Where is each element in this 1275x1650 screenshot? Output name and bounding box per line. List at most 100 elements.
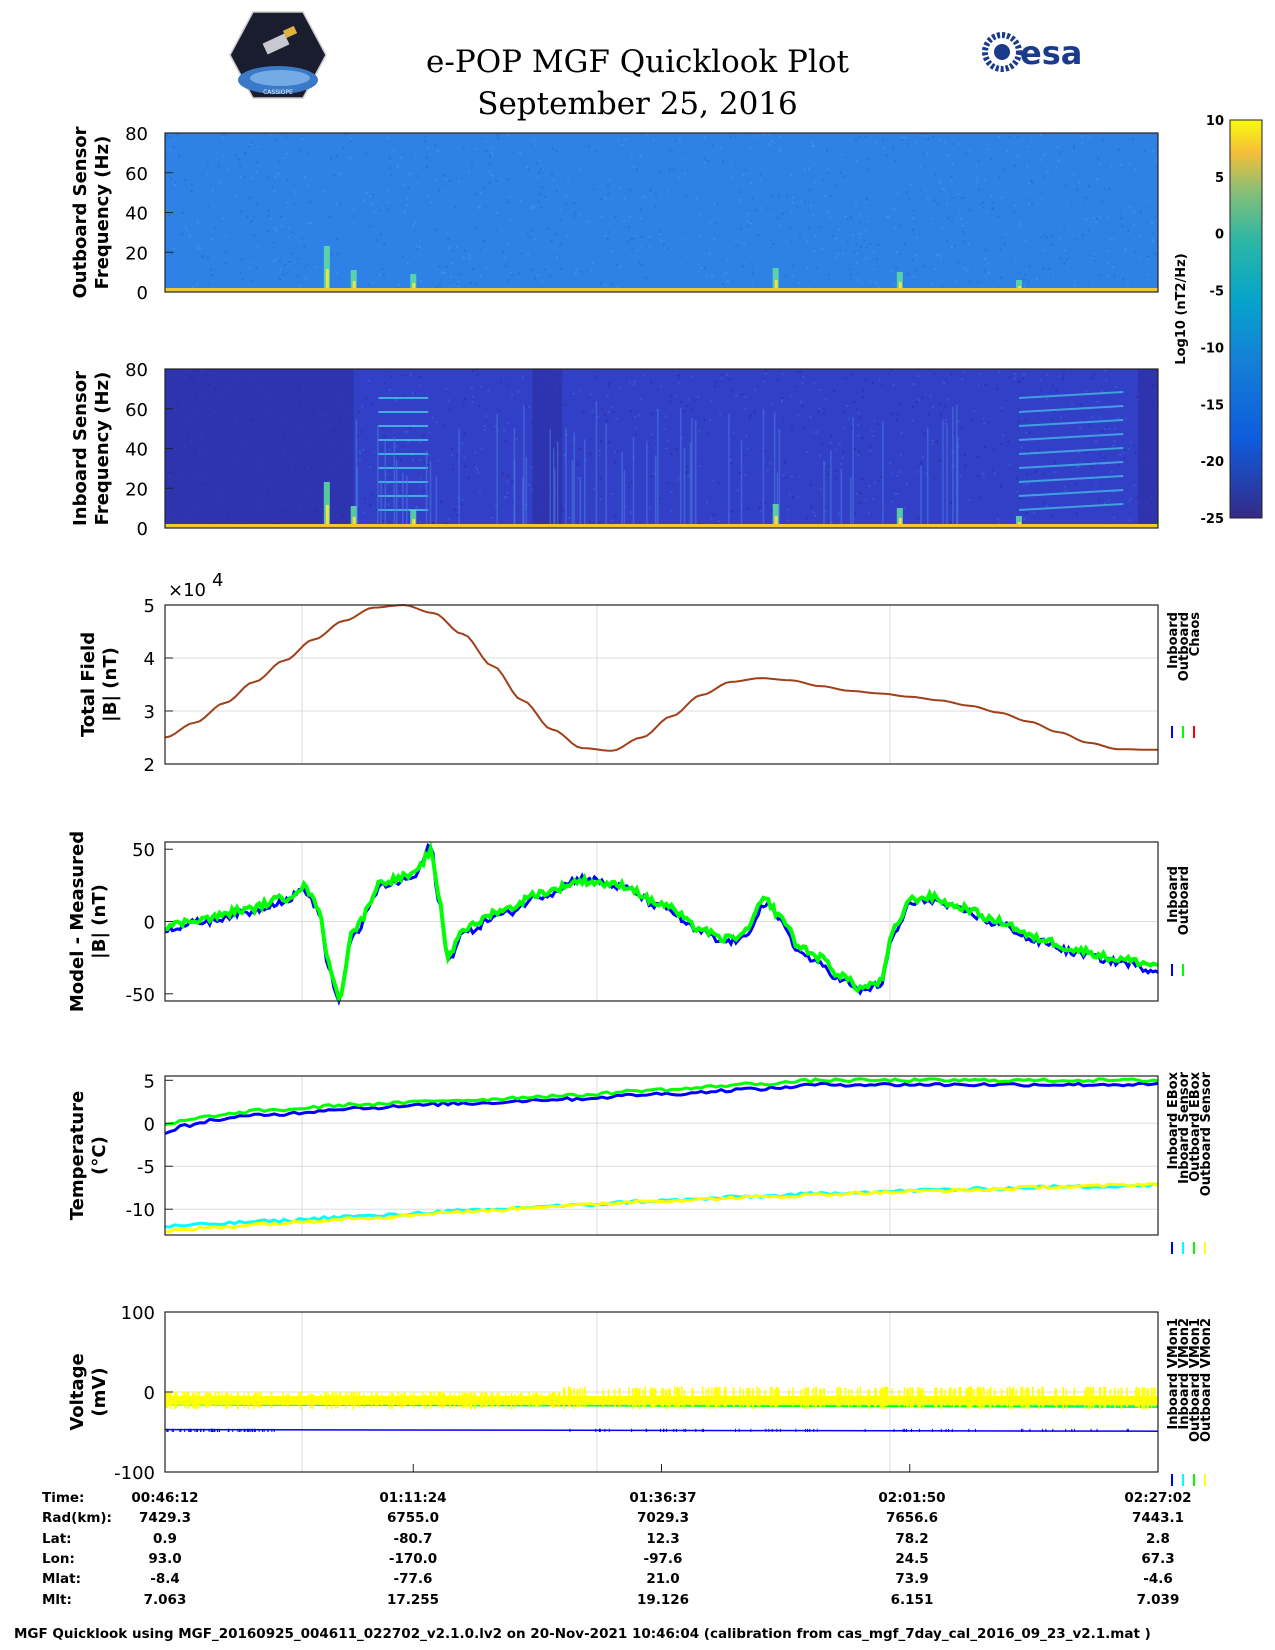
outboard-spectrogram-speckle — [938, 179, 941, 182]
outboard-spectrogram-speckle — [269, 133, 272, 136]
outboard-spectrogram-speckle — [938, 253, 941, 256]
outboard-spectrogram-speckle — [808, 188, 811, 191]
outboard-spectrogram-speckle — [1081, 134, 1084, 137]
outboard-spectrogram-speckle — [857, 278, 860, 281]
outboard-spectrogram-speckle — [666, 190, 669, 193]
inboard-spectrogram-speckle — [598, 454, 601, 457]
outboard-spectrogram-speckle — [459, 273, 462, 276]
outboard-spectrogram-speckle — [1042, 175, 1045, 178]
inboard-spectrogram-speckle — [685, 471, 688, 474]
outboard-spectrogram-speckle — [997, 215, 1000, 218]
inboard-spectrogram-speckle — [903, 507, 906, 510]
inboard-spectrogram-speckle — [877, 479, 880, 482]
outboard-spectrogram-speckle — [495, 211, 498, 214]
outboard-spectrogram-speckle — [670, 150, 673, 153]
inboard-spectrogram-speckle — [512, 502, 515, 505]
inboard-spectrogram-speckle — [917, 398, 920, 401]
inboard-spectrogram-speckle — [521, 376, 524, 379]
outboard-spectrogram-speckle — [751, 220, 754, 223]
outboard-spectrogram-speckle — [532, 139, 535, 142]
inboard-spectrogram-speckle — [1017, 381, 1020, 384]
outboard-spectrogram-speckle — [807, 209, 810, 212]
model-minus-measured-ytick-3: -50 — [126, 985, 155, 1006]
inboard-spectrogram-speckle — [1079, 403, 1082, 406]
outboard-spectrogram-speckle — [900, 136, 903, 139]
inboard-spectrogram-speckle — [957, 420, 960, 423]
outboard-spectrogram-speckle — [1121, 225, 1124, 228]
outboard-spectrogram-speckle — [553, 178, 556, 181]
outboard-spectrogram-speckle — [338, 202, 341, 205]
outboard-spectrogram-speckle — [857, 231, 860, 234]
outboard-spectrogram-speckle — [969, 149, 972, 152]
outboard-spectrogram-speckle — [1005, 149, 1008, 152]
inboard-spectrogram-speckle — [477, 471, 480, 474]
outboard-spectrogram-speckle — [426, 195, 429, 198]
outboard-spectrogram-speckle — [808, 227, 811, 230]
inboard-spectrogram-speckle — [373, 451, 376, 454]
outboard-spectrogram-speckle — [876, 243, 879, 246]
inboard-spectrogram-speckle — [444, 521, 447, 524]
inboard-spectrogram-speckle — [1007, 440, 1010, 443]
outboard-spectrogram-speckle — [1127, 229, 1130, 232]
outboard-spectrogram-speckle — [611, 250, 614, 253]
inboard-spectrogram-speckle — [1008, 463, 1011, 466]
inboard-spectrogram-speckle — [1112, 516, 1115, 519]
inboard-spectrogram-speckle — [470, 387, 473, 390]
voltage-ylabel: Voltage (mV) — [67, 1353, 110, 1430]
outboard-spectrogram-speckle — [454, 206, 457, 209]
inboard-spectrogram-speckle — [782, 420, 785, 423]
inboard-spectrogram-speckle — [1008, 376, 1011, 379]
model-minus-measured-ylabel-line-1: Model - Measured — [67, 831, 88, 1012]
inboard-spectrogram-speckle — [1001, 407, 1004, 410]
inboard-spectrogram-speckle — [830, 435, 833, 438]
inboard-spectrogram-speckle — [1046, 374, 1049, 377]
outboard-spectrogram-speckle — [170, 172, 173, 175]
outboard-spectrogram-speckle — [1003, 168, 1006, 171]
outboard-spectrogram-speckle — [1153, 216, 1156, 219]
inboard-spectrogram-speckle — [593, 487, 596, 490]
outboard-spectrogram-speckle — [869, 280, 872, 283]
inboard-spectrogram-speckle — [526, 406, 529, 409]
outboard-spectrogram-speckle — [479, 274, 482, 277]
outboard-spectrogram-speckle — [1008, 135, 1011, 138]
inboard-spectrogram-speckle — [810, 505, 813, 508]
outboard-spectrogram-speckle — [684, 238, 687, 241]
outboard-spectrogram-speckle — [660, 240, 663, 243]
outboard-spectrogram-speckle — [283, 264, 286, 267]
inboard-spectrogram-speckle — [629, 511, 632, 514]
outboard-spectrogram-ytick-1: 80 — [125, 124, 148, 145]
inboard-spectrogram-speckle — [638, 414, 641, 417]
outboard-spectrogram-speckle — [210, 238, 213, 241]
outboard-spectrogram-speckle — [1150, 222, 1153, 225]
orbit-cell-2-6: 17.255 — [387, 1592, 439, 1608]
inboard-spectrogram-speckle — [892, 383, 895, 386]
inboard-spectrogram-ytick-1: 80 — [125, 360, 148, 381]
inboard-spectrogram-speckle — [1133, 484, 1136, 487]
outboard-spectrogram-speckle — [636, 168, 639, 171]
outboard-spectrogram-speckle — [363, 199, 366, 202]
outboard-spectrogram-speckle — [373, 210, 376, 213]
inboard-spectrogram-speckle — [999, 486, 1002, 489]
outboard-spectrogram-speckle — [770, 247, 773, 250]
inboard-spectrogram-speckle — [809, 483, 812, 486]
outboard-spectrogram-speckle — [252, 255, 255, 258]
outboard-spectrogram-speckle — [743, 242, 746, 245]
outboard-spectrogram-speckle — [641, 264, 644, 267]
outboard-spectrogram-speckle — [425, 156, 428, 159]
inboard-spectrogram-speckle — [686, 465, 689, 468]
outboard-spectrogram-speckle — [604, 197, 607, 200]
inboard-spectrogram-speckle — [594, 414, 597, 417]
inboard-spectrogram-speckle — [854, 512, 857, 515]
outboard-spectrogram-speckle — [455, 246, 458, 249]
inboard-spectrogram-speckle — [697, 430, 700, 433]
outboard-spectrogram-speckle — [453, 284, 456, 287]
outboard-spectrogram-speckle — [406, 204, 409, 207]
inboard-spectrogram-speckle — [984, 446, 987, 449]
voltage-series-inboard-vmon1 — [164, 1428, 1159, 1432]
inboard-spectrogram-speckle — [563, 453, 566, 456]
inboard-spectrogram-speckle — [668, 400, 671, 403]
outboard-spectrogram-speckle — [225, 251, 228, 254]
outboard-spectrogram-speckle — [1155, 159, 1158, 162]
outboard-spectrogram-speckle — [722, 273, 725, 276]
outboard-spectrogram-speckle — [1151, 231, 1154, 234]
